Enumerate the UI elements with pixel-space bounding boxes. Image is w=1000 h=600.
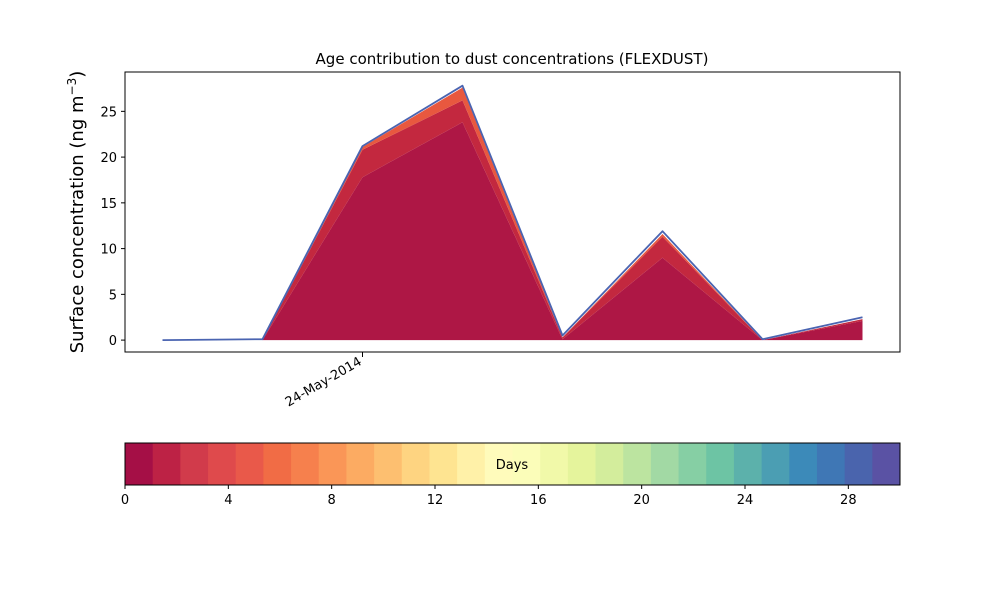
y-tick-label: 10 — [100, 243, 117, 258]
colorbar-cell — [816, 443, 846, 485]
colorbar-tick-label: 28 — [840, 493, 857, 508]
colorbar-cell — [595, 443, 624, 485]
colorbar-cell — [789, 443, 818, 485]
y-tick-label: 5 — [109, 288, 117, 303]
colorbar-cell — [152, 443, 181, 485]
colorbar-cell — [567, 443, 597, 485]
colorbar-cell — [872, 443, 901, 485]
y-axis-label-main: Surface concentration (ng m — [67, 95, 88, 353]
colorbar-cell — [346, 443, 375, 485]
main-chart: Age contribution to dust concentrations … — [65, 50, 901, 410]
colorbar-cell — [318, 443, 347, 485]
colorbar: Days 0 4 8 12 16 20 24 28 — [121, 442, 901, 508]
colorbar-tick-label: 24 — [737, 493, 754, 508]
colorbar-cell — [263, 443, 292, 485]
total-line-group — [162, 84, 863, 341]
y-tick-label: 0 — [109, 334, 117, 349]
colorbar-cell — [706, 443, 735, 485]
colorbar-tick-label: 16 — [530, 493, 547, 508]
colorbar-tick-label: 12 — [427, 493, 444, 508]
colorbar-cell — [484, 443, 513, 485]
colorbar-cell — [650, 443, 680, 485]
colorbar-cell — [208, 443, 237, 485]
colorbar-cell — [291, 443, 320, 485]
area-band-2 — [162, 87, 863, 341]
y-axis-label: Surface concentration (ng m−3) — [65, 71, 88, 354]
colorbar-cell — [512, 443, 541, 485]
colorbar-tick-label: 0 — [121, 493, 129, 508]
colorbar-cell — [844, 443, 873, 485]
colorbar-cell — [540, 443, 569, 485]
area-band-1 — [162, 100, 863, 341]
y-axis-label-close: ) — [67, 71, 88, 78]
colorbar-cell — [180, 443, 209, 485]
colorbar-cell — [401, 443, 430, 485]
colorbar-cell — [623, 443, 652, 485]
y-tick-label: 20 — [100, 151, 117, 166]
y-axis-ticks: 0 5 10 15 20 25 — [100, 105, 125, 349]
colorbar-frame — [124, 442, 901, 486]
colorbar-cell — [125, 443, 154, 485]
chart-title: Age contribution to dust concentrations … — [316, 50, 709, 68]
total-line — [162, 84, 863, 341]
colorbar-cell — [457, 443, 486, 485]
colorbar-ticks: 0 4 8 12 16 20 24 28 — [121, 485, 857, 508]
colorbar-cell — [678, 443, 707, 485]
plot-frame — [124, 71, 901, 353]
stacked-areas — [162, 87, 863, 341]
colorbar-tick-label: 8 — [328, 493, 336, 508]
colorbar-cell — [429, 443, 458, 485]
colorbar-cells — [125, 443, 901, 485]
colorbar-tick-label: 20 — [633, 493, 650, 508]
y-axis-label-exponent: −3 — [65, 78, 79, 96]
y-tick-label: 25 — [100, 105, 117, 120]
colorbar-label: Days — [496, 458, 529, 473]
colorbar-cell — [374, 443, 403, 485]
colorbar-cell — [761, 443, 790, 485]
y-tick-label: 15 — [100, 197, 117, 212]
area-band-0 — [162, 122, 863, 341]
colorbar-cell — [235, 443, 264, 485]
colorbar-tick-label: 4 — [224, 493, 232, 508]
colorbar-cell — [733, 443, 763, 485]
